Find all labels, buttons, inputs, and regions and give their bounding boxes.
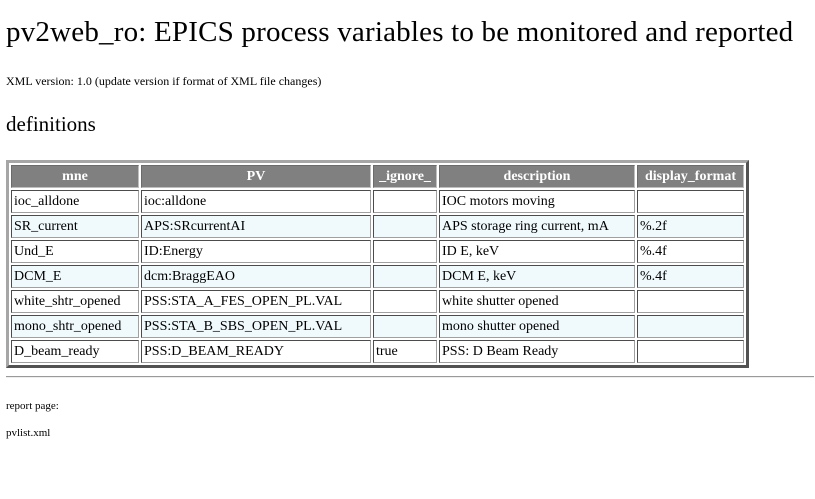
cell-display-format bbox=[637, 290, 744, 313]
cell-pv: dcm:BraggEAO bbox=[141, 265, 371, 288]
cell-mne: ioc_alldone bbox=[11, 190, 139, 213]
table-row: Und_E ID:Energy ID E, keV %.4f bbox=[11, 240, 744, 263]
cell-pv: APS:SRcurrentAI bbox=[141, 215, 371, 238]
cell-pv: PSS:STA_B_SBS_OPEN_PL.VAL bbox=[141, 315, 371, 338]
page-content: pv2web_ro: EPICS process variables to be… bbox=[6, 0, 815, 440]
header-mne: mne bbox=[11, 165, 139, 188]
cell-description: PSS: D Beam Ready bbox=[439, 340, 635, 363]
cell-mne: D_beam_ready bbox=[11, 340, 139, 363]
table-row: mono_shtr_opened PSS:STA_B_SBS_OPEN_PL.V… bbox=[11, 315, 744, 338]
header-ignore: _ignore_ bbox=[373, 165, 437, 188]
cell-description: APS storage ring current, mA bbox=[439, 215, 635, 238]
cell-description: ID E, keV bbox=[439, 240, 635, 263]
table-row: white_shtr_opened PSS:STA_A_FES_OPEN_PL.… bbox=[11, 290, 744, 313]
cell-pv: PSS:STA_A_FES_OPEN_PL.VAL bbox=[141, 290, 371, 313]
table-row: DCM_E dcm:BraggEAO DCM E, keV %.4f bbox=[11, 265, 744, 288]
cell-pv: ioc:alldone bbox=[141, 190, 371, 213]
cell-ignore bbox=[373, 240, 437, 263]
cell-display-format: %.2f bbox=[637, 215, 744, 238]
table-row: SR_current APS:SRcurrentAI APS storage r… bbox=[11, 215, 744, 238]
cell-pv: ID:Energy bbox=[141, 240, 371, 263]
cell-description: mono shutter opened bbox=[439, 315, 635, 338]
cell-mne: Und_E bbox=[11, 240, 139, 263]
cell-display-format bbox=[637, 315, 744, 338]
cell-description: IOC motors moving bbox=[439, 190, 635, 213]
cell-ignore bbox=[373, 190, 437, 213]
cell-mne: white_shtr_opened bbox=[11, 290, 139, 313]
cell-mne: DCM_E bbox=[11, 265, 139, 288]
cell-display-format bbox=[637, 190, 744, 213]
header-display-format: display_format bbox=[637, 165, 744, 188]
header-pv: PV bbox=[141, 165, 371, 188]
horizontal-rule bbox=[6, 376, 814, 378]
page-title: pv2web_ro: EPICS process variables to be… bbox=[6, 16, 794, 48]
cell-display-format: %.4f bbox=[637, 240, 744, 263]
table-row: ioc_alldone ioc:alldone IOC motors movin… bbox=[11, 190, 744, 213]
report-page-label: report page: bbox=[6, 400, 59, 412]
cell-description: white shutter opened bbox=[439, 290, 635, 313]
cell-display-format bbox=[637, 340, 744, 363]
cell-mne: SR_current bbox=[11, 215, 139, 238]
section-heading-definitions: definitions bbox=[6, 112, 96, 136]
table-header-row: mne PV _ignore_ description display_form… bbox=[11, 165, 744, 188]
report-file-name: pvlist.xml bbox=[6, 427, 51, 439]
cell-ignore bbox=[373, 290, 437, 313]
cell-ignore bbox=[373, 215, 437, 238]
cell-ignore bbox=[373, 265, 437, 288]
cell-mne: mono_shtr_opened bbox=[11, 315, 139, 338]
cell-pv: PSS:D_BEAM_READY bbox=[141, 340, 371, 363]
version-text: XML version: 1.0 (update version if form… bbox=[6, 74, 322, 88]
cell-ignore: true bbox=[373, 340, 437, 363]
cell-description: DCM E, keV bbox=[439, 265, 635, 288]
table-row: D_beam_ready PSS:D_BEAM_READY true PSS: … bbox=[11, 340, 744, 363]
cell-display-format: %.4f bbox=[637, 265, 744, 288]
pv-definitions-table: mne PV _ignore_ description display_form… bbox=[6, 160, 749, 368]
cell-ignore bbox=[373, 315, 437, 338]
header-description: description bbox=[439, 165, 635, 188]
